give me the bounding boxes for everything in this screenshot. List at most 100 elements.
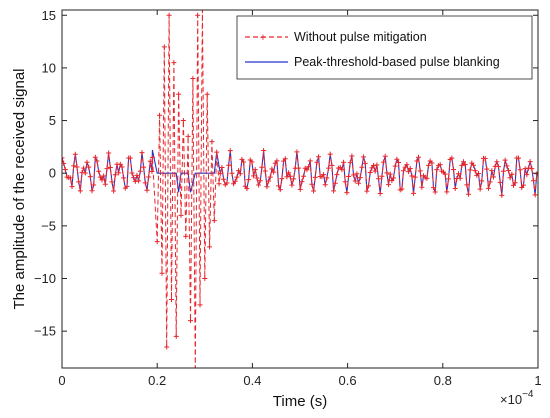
series-without-mitigation-point <box>87 174 93 180</box>
series-without-mitigation-point <box>149 168 155 174</box>
series-without-mitigation-point <box>347 160 353 166</box>
series-without-mitigation-point <box>500 168 506 174</box>
series-without-mitigation-point <box>176 91 182 97</box>
series-without-mitigation-point <box>86 164 92 170</box>
series-without-mitigation-point <box>497 179 503 185</box>
series-without-mitigation-point <box>529 166 535 172</box>
series-without-mitigation-point <box>202 276 208 281</box>
series-without-mitigation-point <box>71 163 77 169</box>
x-tick-label: 0 <box>58 373 65 388</box>
series-without-mitigation-point <box>214 149 220 155</box>
series-without-mitigation-point <box>456 171 462 177</box>
series-without-mitigation-point <box>157 112 163 118</box>
series-without-mitigation-point <box>261 148 267 154</box>
series-without-mitigation-point <box>452 185 458 191</box>
y-tick-label: 5 <box>49 113 56 128</box>
series-without-mitigation-point <box>515 155 521 161</box>
series-without-mitigation-line <box>62 10 538 368</box>
y-axis-label: The amplitude of the received signal <box>11 69 28 310</box>
series-without-mitigation-point <box>324 175 330 181</box>
series-without-mitigation-point <box>392 163 398 169</box>
series-without-mitigation-point <box>249 159 255 165</box>
series-without-mitigation-point <box>342 179 348 185</box>
series-without-mitigation-point <box>532 192 538 198</box>
series-without-mitigation-point <box>82 170 88 176</box>
series-without-mitigation-point <box>269 166 275 172</box>
series-without-mitigation-point <box>221 176 227 182</box>
series-without-mitigation-point <box>136 178 142 184</box>
series-group <box>62 10 538 368</box>
series-without-mitigation-point <box>419 184 425 190</box>
series-without-mitigation-point <box>109 179 115 185</box>
series-without-mitigation-point <box>107 165 113 171</box>
series-without-mitigation-point <box>374 162 380 168</box>
series-without-mitigation-point <box>494 159 500 165</box>
series-without-mitigation-point <box>490 174 496 180</box>
series-without-mitigation-point <box>262 168 268 174</box>
series-without-mitigation-point <box>219 165 225 171</box>
series-without-mitigation-point <box>389 178 395 184</box>
series-without-mitigation-point <box>396 160 402 166</box>
series-without-mitigation-point <box>236 168 242 174</box>
x-multiplier-exponent: −4 <box>522 389 534 400</box>
series-without-mitigation-point <box>524 172 530 178</box>
series-without-mitigation-point <box>409 173 415 179</box>
series-without-mitigation-point <box>349 153 355 159</box>
y-tick-label: 15 <box>42 8 56 23</box>
series-without-mitigation-point <box>287 173 293 179</box>
series-without-mitigation-point <box>361 154 367 160</box>
series-without-mitigation-point <box>252 167 258 173</box>
series-without-mitigation-point <box>484 166 490 172</box>
series-without-mitigation-point <box>286 170 292 176</box>
series-without-mitigation-point <box>417 168 423 174</box>
legend-marker-without-mitigation: + <box>260 32 266 44</box>
series-without-mitigation-point <box>144 187 150 193</box>
series-without-mitigation-point <box>372 168 378 174</box>
series-without-mitigation-point <box>141 164 147 170</box>
series-without-mitigation-point <box>414 158 420 164</box>
series-without-mitigation-point <box>406 169 412 175</box>
series-without-mitigation-point <box>434 167 440 173</box>
series-without-mitigation-point <box>227 148 233 154</box>
series-without-mitigation-point <box>387 171 393 177</box>
series-without-mitigation-point <box>207 244 213 250</box>
series-without-mitigation-point <box>326 165 332 171</box>
series-without-mitigation-point <box>505 167 511 173</box>
series-without-mitigation-point <box>173 333 179 339</box>
series-without-mitigation-point <box>485 185 491 191</box>
series-without-mitigation-point <box>495 164 501 170</box>
series-without-mitigation-point <box>352 178 358 184</box>
series-without-mitigation-point <box>77 188 83 194</box>
series-without-mitigation-point <box>512 180 518 186</box>
series-without-mitigation-point <box>424 175 430 181</box>
series-without-mitigation-point <box>127 155 133 161</box>
series-without-mitigation-point <box>446 176 452 182</box>
series-without-mitigation-point <box>334 172 340 178</box>
series-without-mitigation-point <box>159 270 165 276</box>
series-without-mitigation-point <box>117 161 123 167</box>
series-without-mitigation-point <box>510 182 516 188</box>
series-without-mitigation-point <box>459 162 465 168</box>
series-without-mitigation-point <box>267 174 273 180</box>
x-axis-label: Time (s) <box>273 393 327 410</box>
series-without-mitigation-point <box>449 155 455 161</box>
series-without-mitigation-point <box>76 179 82 185</box>
series-without-mitigation-point <box>297 186 303 192</box>
series-without-mitigation-point <box>279 176 285 182</box>
y-tick-label: −10 <box>34 271 56 286</box>
series-without-mitigation-point <box>507 175 513 181</box>
series-without-mitigation-point <box>224 180 230 186</box>
series-without-mitigation-point <box>442 171 448 177</box>
series-without-mitigation-point <box>467 167 473 173</box>
series-without-mitigation-point <box>294 149 300 155</box>
series-without-mitigation-point <box>341 159 347 165</box>
series-without-mitigation-point <box>226 162 232 168</box>
series-without-mitigation-point <box>244 186 250 192</box>
series-without-mitigation-point <box>256 182 262 188</box>
series-without-mitigation-point <box>364 188 370 194</box>
series-without-mitigation-point <box>102 181 108 187</box>
series-without-mitigation-point <box>164 344 170 350</box>
series-without-mitigation-point <box>520 182 526 188</box>
series-without-mitigation-point <box>257 178 263 184</box>
